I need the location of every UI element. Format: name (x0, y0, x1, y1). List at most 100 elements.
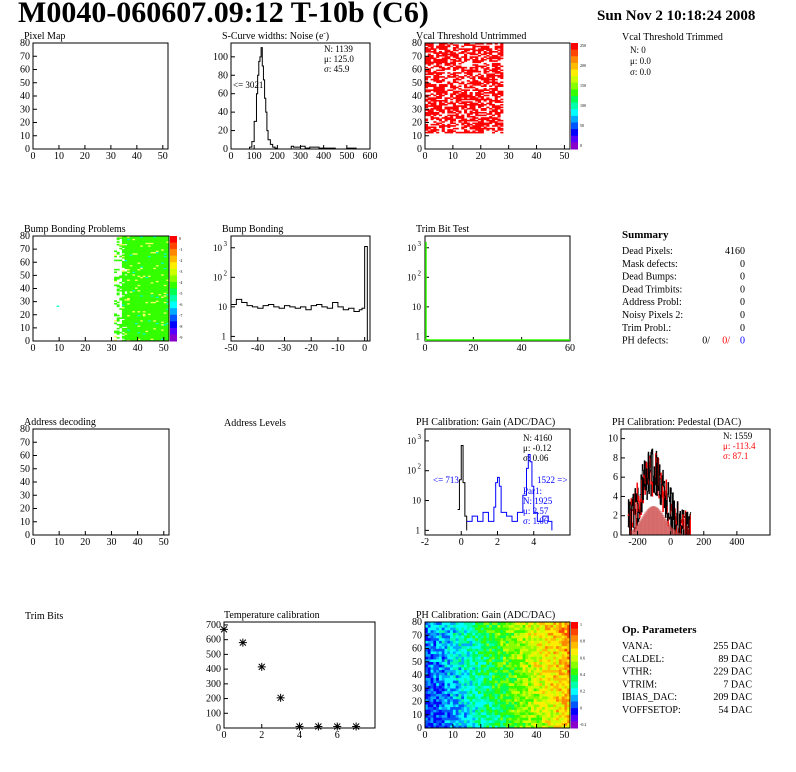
heatmap-cell (433, 94, 437, 97)
heatmap-cell (455, 622, 459, 625)
heatmap-cell (148, 279, 151, 281)
heatmap-cell (461, 651, 465, 655)
colorbar-tick-label: -5 (179, 291, 182, 296)
heatmap-cell (494, 65, 498, 68)
heatmap-cell (438, 86, 443, 89)
heatmap-cell (430, 680, 434, 684)
heatmap-cell (508, 675, 512, 678)
heatmap-cell (542, 722, 546, 726)
heatmap-cell (536, 675, 540, 678)
heatmap-cell (150, 247, 154, 250)
heatmap-cell (491, 706, 496, 710)
heatmap-cell (466, 114, 470, 117)
heatmap-cell (155, 254, 159, 256)
heatmap-cell (163, 259, 167, 262)
heatmap-cell (166, 239, 170, 242)
colorbar-tick-label: -2 (179, 258, 182, 263)
heatmap-cell (522, 659, 526, 663)
heatmap-cell (500, 659, 504, 663)
heatmap-cell (447, 123, 451, 126)
heatmap-cell (430, 73, 434, 76)
heatmap-cell (430, 688, 434, 692)
heatmap-cell (127, 330, 131, 333)
heatmap-cell (114, 255, 117, 258)
heatmap-cell (121, 322, 125, 325)
heatmap-cell (161, 283, 165, 285)
heatmap-cell (458, 635, 462, 639)
heatmap-cell (469, 85, 473, 88)
heatmap-cell (142, 337, 146, 339)
x-tick-label: 6 (335, 730, 340, 741)
heatmap-cell (519, 653, 523, 657)
heatmap-cell (430, 659, 434, 663)
heatmap-cell (124, 285, 128, 288)
heatmap-cell (140, 325, 144, 327)
heatmap-cell (528, 656, 532, 660)
heatmap-cell (124, 276, 128, 279)
heatmap-cell (132, 279, 136, 281)
heatmap-cell (469, 682, 473, 686)
heatmap-cell (132, 295, 136, 297)
heatmap-cell (124, 300, 128, 302)
heatmap-cell (522, 672, 526, 676)
heatmap-cell (544, 685, 548, 689)
heatmap-cell (444, 48, 448, 50)
heatmap-cell (145, 310, 149, 313)
heatmap-cell (511, 712, 515, 716)
heatmap-cell (145, 302, 149, 305)
heatmap-cell (114, 335, 117, 338)
y-tick-label: 40 (20, 477, 30, 488)
heatmap-cell (127, 285, 131, 288)
heatmap-cell (491, 685, 496, 689)
heatmap-cell (452, 645, 456, 649)
heatmap-cell (163, 299, 167, 301)
heatmap-cell (452, 632, 456, 636)
heatmap-cell (497, 58, 501, 61)
heatmap-cell (483, 69, 487, 72)
heatmap-cell (458, 696, 462, 700)
heatmap-cell (464, 690, 468, 694)
heatmap-cell (153, 271, 157, 274)
heatmap-cell (161, 295, 165, 297)
heatmap-cell (438, 84, 443, 86)
heatmap-cell (148, 339, 151, 342)
heatmap-cell (511, 722, 515, 726)
x-tick-label: 30 (106, 151, 116, 162)
heatmap-cell (140, 327, 144, 330)
heatmap-cell (539, 704, 543, 708)
heatmap-cell (550, 632, 554, 636)
heatmap-cell (542, 706, 546, 710)
heatmap-cell (475, 701, 479, 705)
heatmap-cell (461, 101, 465, 103)
heatmap-cell (150, 237, 154, 239)
heatmap-cell (425, 50, 429, 53)
heatmap-cell (438, 94, 443, 97)
heatmap-cell (480, 722, 484, 726)
heatmap-cell (441, 80, 445, 82)
heatmap-cell (489, 664, 493, 668)
heatmap-cell (155, 255, 159, 258)
heatmap-cell (500, 110, 504, 113)
heatmap-cell (166, 312, 170, 314)
heatmap-cell (472, 102, 476, 105)
heatmap-cell (166, 300, 170, 302)
heatmap-cell (121, 264, 125, 267)
heatmap-cell (127, 238, 131, 241)
heatmap-cell (483, 688, 487, 692)
heatmap-cell (494, 717, 498, 721)
heatmap-cell (522, 712, 526, 716)
heatmap-cell (536, 717, 540, 721)
heatmap-cell (132, 337, 136, 339)
heatmap-cell (148, 313, 151, 316)
heatmap-cell (489, 672, 493, 676)
heatmap-cell (517, 680, 521, 684)
heatmap-cell (536, 648, 540, 652)
heatmap-cell (536, 637, 540, 641)
heatmap-cell (433, 70, 437, 73)
heatmap-cell (550, 693, 554, 697)
heatmap-cell (441, 704, 445, 708)
heatmap-cell (466, 685, 470, 689)
heatmap-cell (452, 627, 456, 631)
heatmap-cell (461, 48, 465, 50)
heatmap-cell (519, 704, 523, 708)
